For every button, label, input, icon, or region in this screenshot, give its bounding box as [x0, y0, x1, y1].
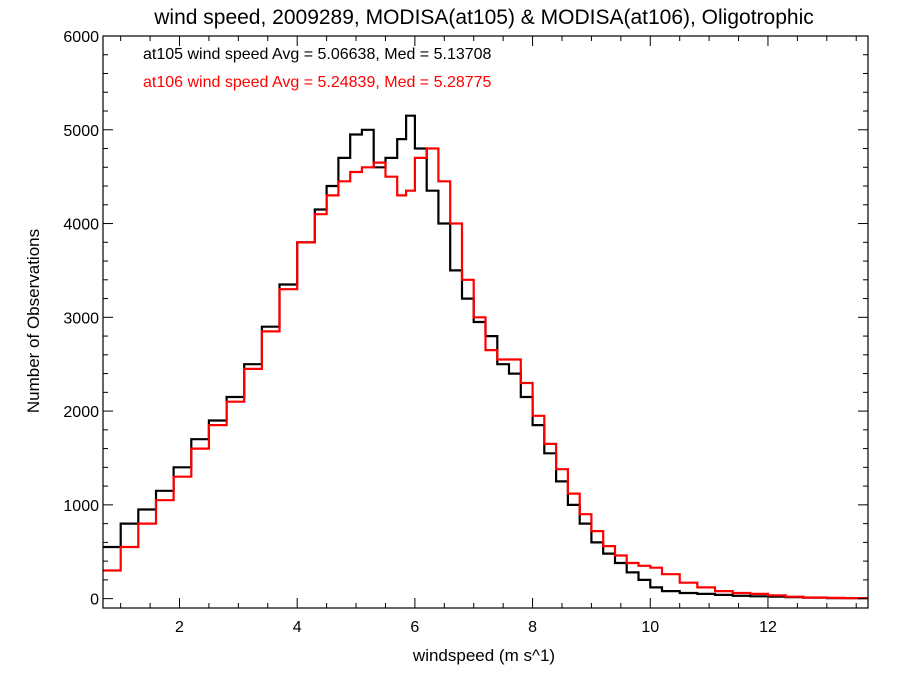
axes: 2 4 6 8 10 12 0 1000 2000 3000 4000 5000 6000 [63, 29, 869, 636]
y-tick-label: 0 [90, 592, 99, 609]
chart-title: wind speed, 2009289, MODISA(at105) & MOD… [153, 6, 814, 29]
plot-area [103, 114, 868, 600]
series-line-0 [103, 114, 868, 600]
y-tick-label: 3000 [63, 310, 99, 327]
x-tick-label: 2 [175, 619, 184, 636]
x-tick-label: 6 [410, 619, 419, 636]
x-axis-label: windspeed (m s^1) [412, 646, 555, 665]
x-tick-label: 12 [759, 619, 777, 636]
legend: at105 wind speed Avg = 5.06638, Med = 5.… [143, 46, 492, 91]
y-tick-label: 5000 [63, 123, 99, 140]
y-tick-label: 6000 [63, 29, 99, 46]
y-axis-label: Number of Observations [24, 229, 43, 413]
plot-frame [102, 35, 869, 609]
y-tick-label: 2000 [63, 404, 99, 421]
series-line-1 [103, 147, 868, 600]
y-tick-label: 1000 [63, 498, 99, 515]
legend-entry-1: at106 wind speed Avg = 5.24839, Med = 5.… [143, 74, 492, 91]
legend-entry-0: at105 wind speed Avg = 5.06638, Med = 5.… [143, 46, 492, 63]
x-tick-label: 8 [528, 619, 537, 636]
y-tick-label: 4000 [63, 217, 99, 234]
x-tick-label: 10 [641, 619, 659, 636]
x-tick-label: 4 [293, 619, 302, 636]
